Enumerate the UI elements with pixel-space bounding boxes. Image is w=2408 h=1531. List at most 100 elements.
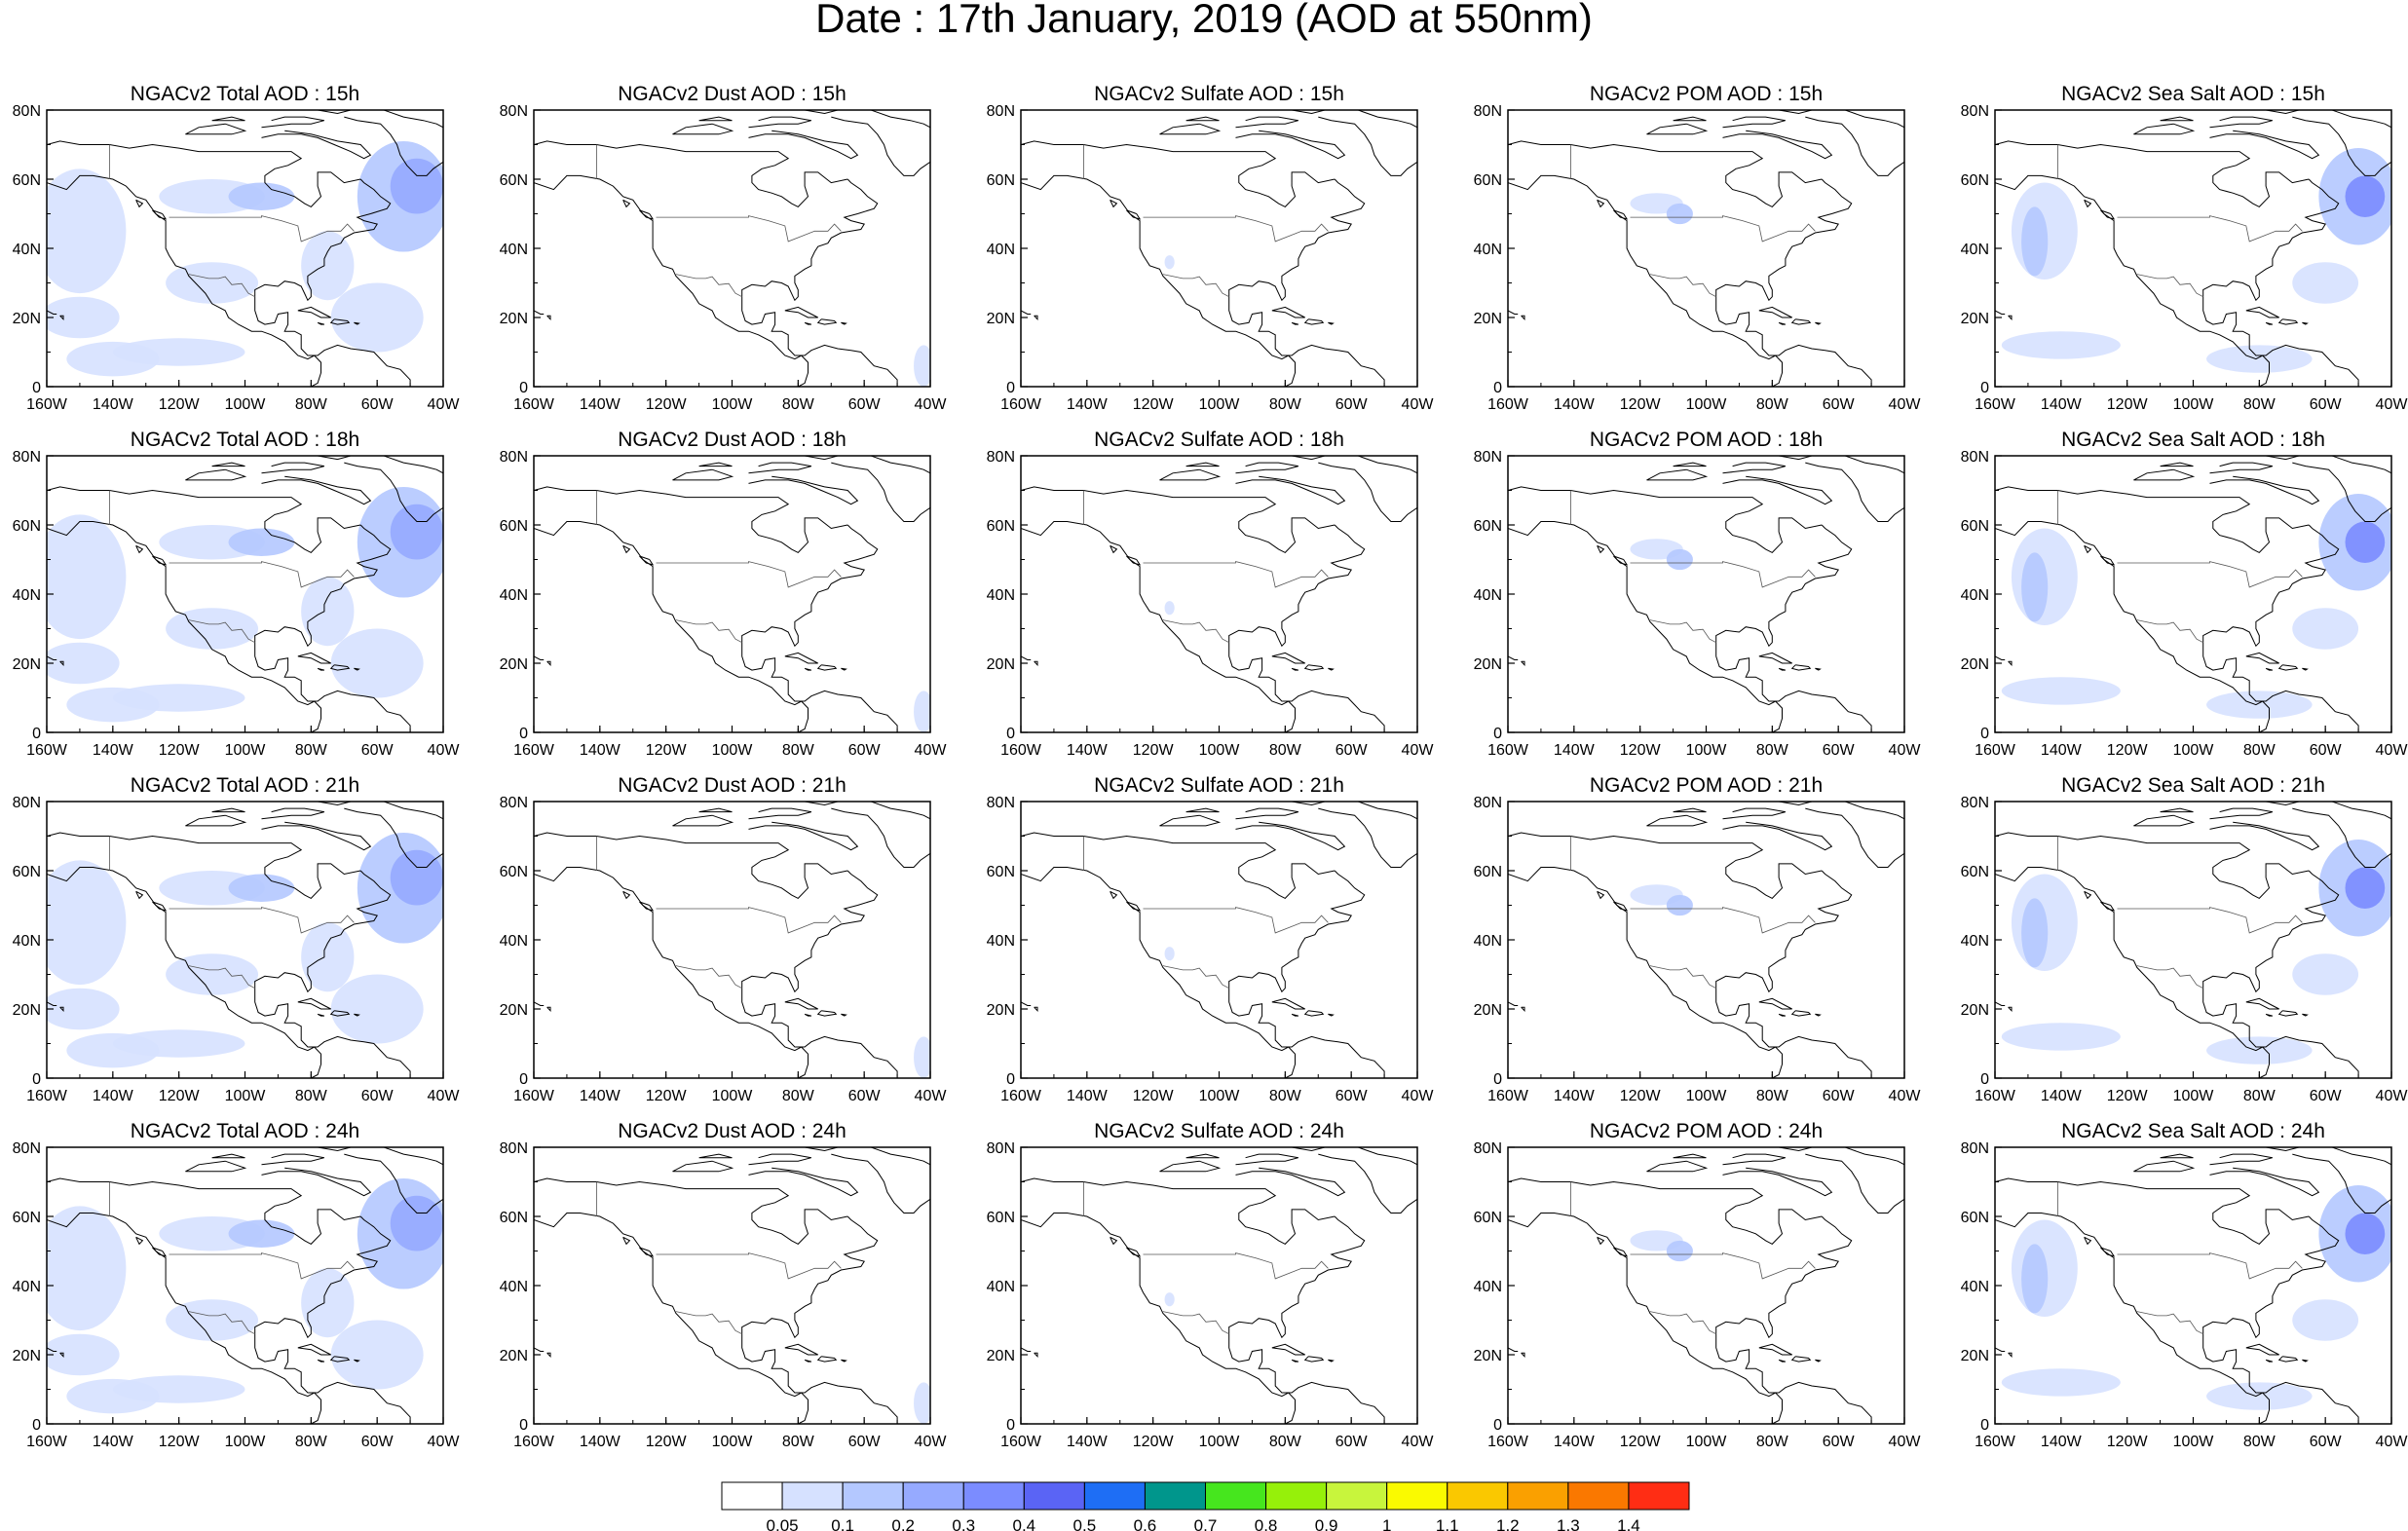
x-tick-label: 40W xyxy=(915,1434,948,1450)
x-tick-label: 80W xyxy=(1269,1434,1302,1450)
coastline xyxy=(2202,988,2359,1078)
x-tick-label: 80W xyxy=(1756,396,1789,413)
coastline xyxy=(254,296,411,387)
map-panel-seasalt-15h: NGACv2 Sea Salt AOD : 15h 160W 140W 120W 100… xyxy=(1961,83,2408,413)
y-tick-label: 80N xyxy=(1961,103,1989,120)
coastline xyxy=(2265,1359,2274,1363)
coastline xyxy=(47,867,321,1078)
coastline xyxy=(2008,315,2013,321)
y-tick-label: 20N xyxy=(1961,1002,1989,1019)
coastline xyxy=(1228,178,1366,302)
colorbar-swatch xyxy=(721,1481,783,1511)
x-tick-label: 80W xyxy=(295,1088,328,1104)
country-border xyxy=(1143,1252,1329,1280)
coastline xyxy=(261,116,325,129)
y-tick-label: 20N xyxy=(500,656,528,673)
coastline xyxy=(639,209,655,220)
x-tick-label: 40W xyxy=(2376,396,2408,413)
coastline xyxy=(805,802,841,806)
aod-shading xyxy=(47,642,120,685)
colorbar-label: 1.3 xyxy=(1557,1516,1580,1531)
colorbar-label: 0.1 xyxy=(831,1516,854,1531)
aod-shading xyxy=(914,1036,930,1078)
aod-shading xyxy=(66,1032,160,1068)
coastline xyxy=(1779,110,1815,115)
coastline xyxy=(1235,821,1346,851)
coastline xyxy=(152,901,168,912)
coastline xyxy=(1995,1001,2006,1006)
coastline xyxy=(1779,1147,1815,1152)
x-tick-label: 60W xyxy=(1823,1434,1856,1450)
coastline xyxy=(1235,130,1346,160)
y-tick-label: 20N xyxy=(1474,1002,1502,1019)
coastline xyxy=(1715,1215,1853,1339)
x-tick-label: 100W xyxy=(225,396,267,413)
x-tick-label: 120W xyxy=(646,1434,688,1450)
coastline xyxy=(1185,1153,1220,1159)
x-tick-label: 60W xyxy=(2310,396,2343,413)
coastline xyxy=(1291,667,1299,671)
coastline xyxy=(546,1352,551,1359)
coastline xyxy=(2133,123,2196,135)
country-border xyxy=(2136,274,2203,298)
coastline xyxy=(1673,462,1707,467)
colorbar-label: 0.05 xyxy=(767,1516,799,1531)
coastline xyxy=(1613,555,1629,566)
coastline xyxy=(1815,667,1822,671)
coastline xyxy=(318,1147,354,1152)
coastline xyxy=(870,110,930,129)
coastline xyxy=(1110,544,1118,554)
x-tick-label: 100W xyxy=(1199,1088,1241,1104)
y-tick-label: 20N xyxy=(13,656,41,673)
coastline xyxy=(1995,832,2310,900)
y-tick-label: 60N xyxy=(987,864,1015,880)
coastline xyxy=(2133,1160,2196,1173)
coastline xyxy=(254,1215,392,1339)
coastline xyxy=(344,116,443,176)
aod-shading xyxy=(2292,1299,2359,1341)
aod-shading xyxy=(2345,867,2386,910)
coastline xyxy=(534,655,545,660)
coastline xyxy=(831,807,930,868)
coastline xyxy=(1357,456,1417,474)
y-tick-label: 40N xyxy=(1474,587,1502,604)
y-tick-label: 0 xyxy=(1006,726,1015,742)
coastline xyxy=(318,456,354,461)
x-tick-label: 160W xyxy=(1975,1434,2016,1450)
coastline xyxy=(1508,1347,1519,1352)
y-tick-label: 40N xyxy=(13,933,41,950)
coastline xyxy=(59,660,64,667)
x-tick-label: 100W xyxy=(712,396,754,413)
coastline xyxy=(47,1347,57,1352)
map-panel-sulfate-15h: NGACv2 Sulfate AOD : 15h 160W 140W 120W 100W… xyxy=(987,83,1435,413)
coastline xyxy=(804,1359,812,1363)
x-tick-label: 160W xyxy=(1487,1434,1529,1450)
coastline xyxy=(1235,1153,1299,1166)
aod-shading xyxy=(166,1299,259,1341)
coastline xyxy=(870,802,930,820)
colorbar-label: 1 xyxy=(1382,1516,1391,1531)
x-tick-label: 60W xyxy=(361,396,395,413)
coastline xyxy=(1021,486,1336,554)
coastline xyxy=(2202,870,2340,993)
coastline xyxy=(2245,306,2279,318)
aod-shading xyxy=(1666,203,1693,225)
y-tick-label: 40N xyxy=(1961,242,1989,258)
y-tick-label: 80N xyxy=(13,103,41,120)
x-tick-label: 160W xyxy=(1975,1088,2016,1104)
coastline xyxy=(2084,199,2092,208)
y-tick-label: 0 xyxy=(1493,1071,1502,1088)
coastline xyxy=(2331,456,2391,474)
y-tick-label: 20N xyxy=(1474,1348,1502,1364)
x-tick-label: 120W xyxy=(1620,1088,1662,1104)
coastline xyxy=(1318,1153,1417,1214)
map-panel-total-21h: NGACv2 Total AOD : 21h 160W 140W 120W 100W 80… xyxy=(13,774,461,1104)
coastline xyxy=(2331,110,2391,129)
map-panel-seasalt-18h: NGACv2 Sea Salt AOD : 18h 160W 140W 120W 100… xyxy=(1961,429,2408,759)
aod-shading xyxy=(301,577,355,647)
y-tick-label: 60N xyxy=(1474,172,1502,189)
y-tick-label: 0 xyxy=(1980,1071,1989,1088)
map-panel-total-18h: NGACv2 Total AOD : 18h 160W 140W 120W 100W 80… xyxy=(13,429,461,759)
coastline xyxy=(1021,1177,1336,1246)
coastline xyxy=(841,1013,847,1017)
